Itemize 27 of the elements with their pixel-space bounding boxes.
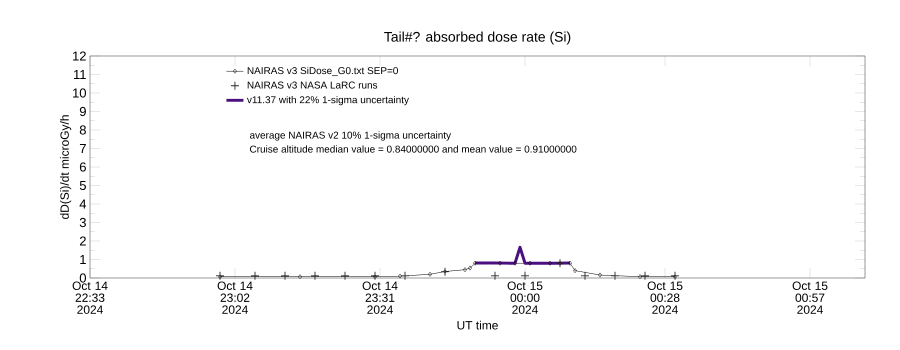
y-tick-label: 7 bbox=[80, 144, 86, 153]
legend-label: NAIRAS v3 SiDose_G0.txt SEP=0 bbox=[248, 66, 398, 76]
x-tick-label: Oct 15 00:00 2024 bbox=[508, 282, 542, 314]
x-tick-label: Oct 15 00:28 2024 bbox=[648, 282, 682, 314]
legend-label: NAIRAS v3 NASA LaRC runs bbox=[248, 82, 378, 89]
x-tick-label: Oct 15 00:57 2024 bbox=[792, 282, 828, 314]
x-tick-label: Oct 14 22:33 2024 bbox=[72, 282, 108, 314]
x-axis-title: UT time bbox=[458, 320, 498, 330]
y-tick-label: 1 bbox=[80, 255, 86, 264]
chart-title: Tail#? absorbed dose rate (Si) bbox=[384, 32, 570, 45]
y-tick-label: 4 bbox=[80, 200, 86, 208]
y-tick-label: 5 bbox=[80, 180, 86, 190]
x-tick-label: Oct 14 23:31 2024 bbox=[362, 282, 398, 314]
y-tick-label: 6 bbox=[80, 162, 86, 172]
y-tick-label: 8 bbox=[80, 125, 86, 135]
y-tick-label: 9 bbox=[80, 106, 86, 116]
y-axis-title: dD(Si)/dt microGy/h bbox=[60, 115, 72, 219]
y-tick-label: 2 bbox=[80, 236, 86, 246]
y-tick-label: 3 bbox=[80, 218, 86, 228]
y-tick-label: 12 bbox=[73, 51, 86, 61]
y-tick-label: 0 bbox=[80, 273, 86, 283]
x-tick-label: Oct 14 23:02 2024 bbox=[218, 282, 253, 314]
y-tick-label: 10 bbox=[73, 88, 86, 98]
y-tick-label: 11 bbox=[74, 70, 86, 79]
annotation: average NAIRAS v2 10% 1-sigma uncertainty bbox=[250, 131, 452, 141]
annotation: Cruise altitude median value = 0.84000000 and mean value = 0.91000000 bbox=[250, 145, 576, 153]
legend-label: v11.37 with 22% 1-sigma uncertainty bbox=[246, 96, 409, 106]
